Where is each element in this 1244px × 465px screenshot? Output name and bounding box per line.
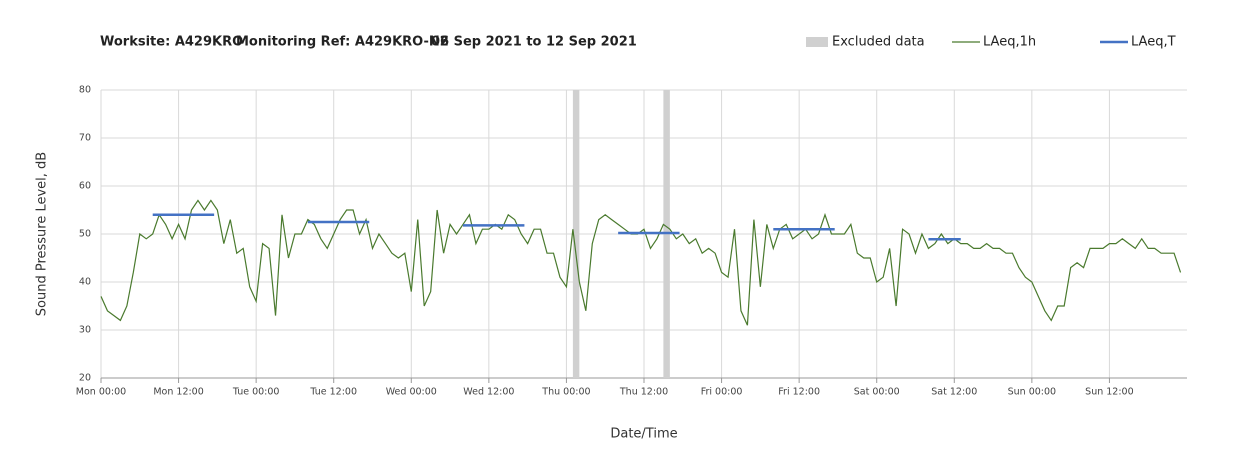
x-tick-label: Fri 12:00 [778,387,820,398]
x-tick-label: Thu 00:00 [541,387,590,398]
x-tick-label: Fri 00:00 [701,387,743,398]
x-tick-label: Wed 12:00 [463,387,514,398]
y-tick-label: 70 [79,133,91,144]
x-tick-label: Sat 00:00 [854,387,900,398]
legend-label: LAeq,1h [983,35,1036,50]
x-tick-label: Tue 12:00 [309,387,357,398]
y-tick-label: 80 [79,85,91,96]
x-tick-label: Mon 12:00 [153,387,203,398]
x-axis-label: Date/Time [610,427,677,442]
title-worksite: Worksite: A429KRO [100,35,243,50]
title-ref: Monitoring Ref: A429KRO-N2 [236,35,449,50]
x-tick-label: Wed 00:00 [386,387,437,398]
x-tick-label: Sun 12:00 [1085,387,1133,398]
x-tick-label: Sun 00:00 [1008,387,1056,398]
y-axis-label: Sound Pressure Level, dB [35,152,50,316]
legend-label: Excluded data [832,35,925,50]
title-dates: 06 Sep 2021 to 12 Sep 2021 [431,35,637,50]
series-line [100,199,1182,326]
legend-swatch [806,37,828,47]
excluded-band [572,90,580,378]
x-tick-label: Mon 00:00 [76,387,126,398]
y-tick-label: 60 [79,181,91,192]
legend-label: LAeq,T [1131,35,1176,50]
x-tick-label: Sat 12:00 [931,387,977,398]
x-tick-label: Tue 00:00 [232,387,280,398]
y-tick-label: 20 [79,373,91,384]
y-tick-label: 40 [79,277,91,288]
y-tick-label: 30 [79,325,91,336]
x-tick-label: Thu 12:00 [619,387,668,398]
y-tick-label: 50 [79,229,91,240]
